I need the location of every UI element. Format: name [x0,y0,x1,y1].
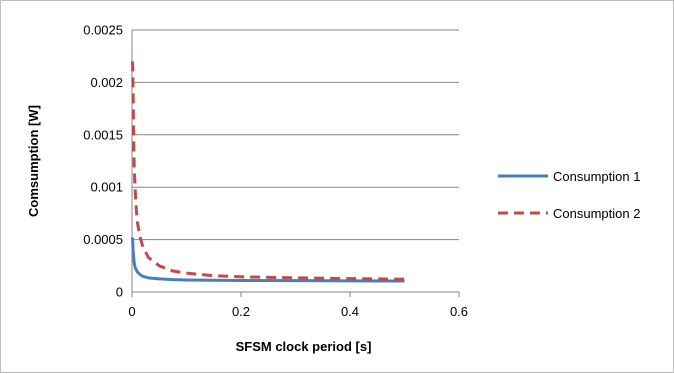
legend-item-1: Consumption 1 [498,169,640,184]
series-line-2 [131,61,405,281]
gridlines [132,29,459,241]
tick-labels: 0 0.0005 0.001 0.0015 0.002 0.0025 0 0.2 0.4 0.6 [83,23,468,320]
x-tick-label: 0.6 [450,304,468,319]
legend-label: Consumption 1 [553,169,640,184]
legend-item-2: Consumption 2 [498,206,640,221]
y-tick-label: 0 [116,285,123,300]
x-tick-label: 0 [128,304,135,319]
series-lines [131,61,405,283]
y-tick-label: 0.0025 [83,23,123,38]
y-tick-label: 0.0015 [83,127,123,142]
legend-label: Consumption 2 [553,206,640,221]
legend: Consumption 1 Consumption 2 [498,169,640,221]
y-tick-label: 0.002 [90,75,123,90]
y-axis-title: Comsumption [W] [26,105,41,217]
x-tick-label: 0.4 [341,304,359,319]
y-tick-label: 0.001 [90,180,123,195]
x-tick-label: 0.2 [232,304,250,319]
x-axis-title: SFSM clock period [s] [236,339,372,354]
y-tick-label: 0.0005 [83,232,123,247]
series-line-1 [131,237,405,283]
axes [131,30,460,297]
